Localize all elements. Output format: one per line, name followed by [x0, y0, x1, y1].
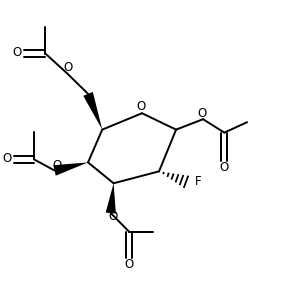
Text: O: O [63, 60, 72, 74]
Text: O: O [53, 159, 62, 172]
Text: O: O [108, 210, 117, 223]
Text: O: O [12, 46, 22, 59]
Text: O: O [2, 152, 11, 165]
Polygon shape [106, 183, 116, 214]
Text: O: O [125, 258, 134, 271]
Polygon shape [53, 162, 88, 176]
Text: F: F [195, 175, 201, 188]
Text: O: O [137, 100, 146, 113]
Text: O: O [198, 107, 207, 120]
Polygon shape [83, 92, 102, 130]
Text: O: O [220, 161, 229, 174]
